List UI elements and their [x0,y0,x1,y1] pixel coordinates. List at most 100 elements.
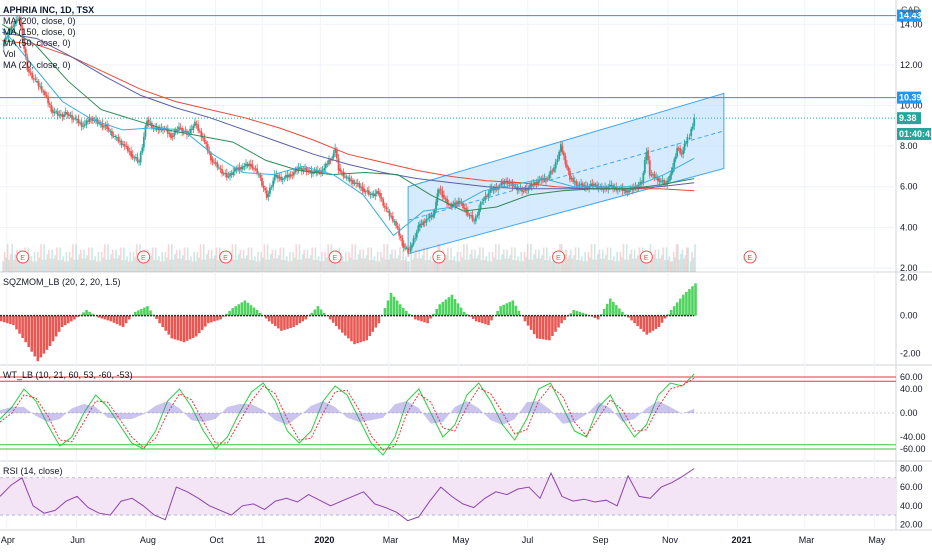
ma200-legend[interactable]: MA (200, close, 0) [3,16,76,27]
volume-bar [528,260,530,272]
volume-bar [351,244,353,272]
candle-body [267,194,269,197]
volume-bar [256,261,258,272]
volume-bar [214,255,216,272]
price-tag-label: 9.38 [899,113,917,123]
momentum-bar [64,316,67,325]
time-tick-label: 2021 [732,535,752,545]
volume-bar [16,250,18,272]
volume-bar [516,260,518,272]
volume-bar [2,261,4,272]
volume-bar [211,250,213,272]
candle-body [467,211,469,215]
volume-bar [342,256,344,272]
vol-legend[interactable]: Vol [3,49,16,60]
volume-bar [324,252,326,272]
momentum-bar [122,316,125,327]
candle-body [593,184,595,186]
volume-bar [423,248,425,273]
time-tick-label: Jun [70,535,85,545]
volume-bar [120,248,122,273]
candle-body [234,168,236,171]
volume-bar [102,257,104,272]
volume-bar [208,250,210,272]
sqzmom-title[interactable]: SQZMOM_LB (20, 2, 20, 1.5) [3,277,121,288]
volume-bar [205,260,207,272]
candle-body [649,160,651,175]
candle-body [66,112,68,115]
momentum-bar [451,295,454,316]
volume-bar [408,261,410,272]
volume-bar [541,255,543,272]
candle-body [31,73,33,78]
volume-bar [278,255,280,272]
momentum-bar [116,316,119,325]
candle-body [109,131,111,132]
momentum-bar [542,316,545,340]
volume-bar [380,252,382,272]
candle-body [529,185,531,188]
time-tick-label: Sep [592,535,608,545]
volume-bar [618,261,620,272]
momentum-bar [183,316,186,343]
volume-bar [193,252,195,272]
rsi-tick-label: 40.00 [900,501,923,511]
volume-bar [69,252,71,272]
volume-bar [238,254,240,272]
volume-bar [280,248,282,273]
candle-body [456,202,458,204]
volume-bar [386,244,388,272]
ma50-legend[interactable]: MA (50, close, 0) [3,38,71,49]
candle-body [346,177,348,178]
candle-body [508,183,510,184]
volume-bar [117,259,119,273]
volume-bar [635,259,637,273]
candle-body [82,126,84,127]
wt-title[interactable]: WT_LB (10, 21, 60, 53, -60, -53) [3,370,133,381]
rsi-title[interactable]: RSI (14, close) [3,466,63,477]
volume-bar [385,260,387,272]
momentum-bar [15,316,18,330]
volume-bar [353,260,355,272]
volume-bar [450,248,452,273]
volume-bar [623,244,625,272]
momentum-bar [61,316,64,327]
ma150-legend[interactable]: MA (150, close, 0) [3,27,76,38]
candle-body [196,124,198,125]
time-tick-label: May [452,535,470,545]
volume-bar [7,244,9,272]
momentum-bar [545,316,548,340]
volume-bar [114,259,116,273]
candle-body [98,123,100,124]
candle-body [379,193,381,198]
momentum-bar [502,305,505,316]
sqzmom-tick-label: 0.00 [900,311,918,321]
candle-body [595,185,597,186]
momentum-bar [298,316,301,324]
momentum-bar [195,316,198,337]
candle-body [304,168,306,170]
volume-bar [626,244,628,272]
volume-bar [313,260,315,272]
volume-bar [453,256,455,272]
volume-bar [500,260,502,272]
volume-bar [281,260,283,272]
volume-bar [664,260,666,272]
momentum-bar [649,316,652,333]
ma20-legend[interactable]: MA (20, close, 0) [3,60,71,71]
candle-body [248,164,250,166]
candle-body [87,121,89,122]
volume-bar [581,256,583,272]
momentum-bar [27,316,30,347]
momentum-bar [180,316,183,342]
volume-bar [485,256,487,272]
volume-bar [493,257,495,272]
momentum-bar [344,316,347,336]
candle-body [143,137,145,148]
candle-body [137,157,139,162]
volume-bar [90,260,92,272]
candle-body [392,216,394,221]
momentum-bar [250,305,253,315]
momentum-bar [21,316,24,338]
volume-bar [109,260,111,272]
